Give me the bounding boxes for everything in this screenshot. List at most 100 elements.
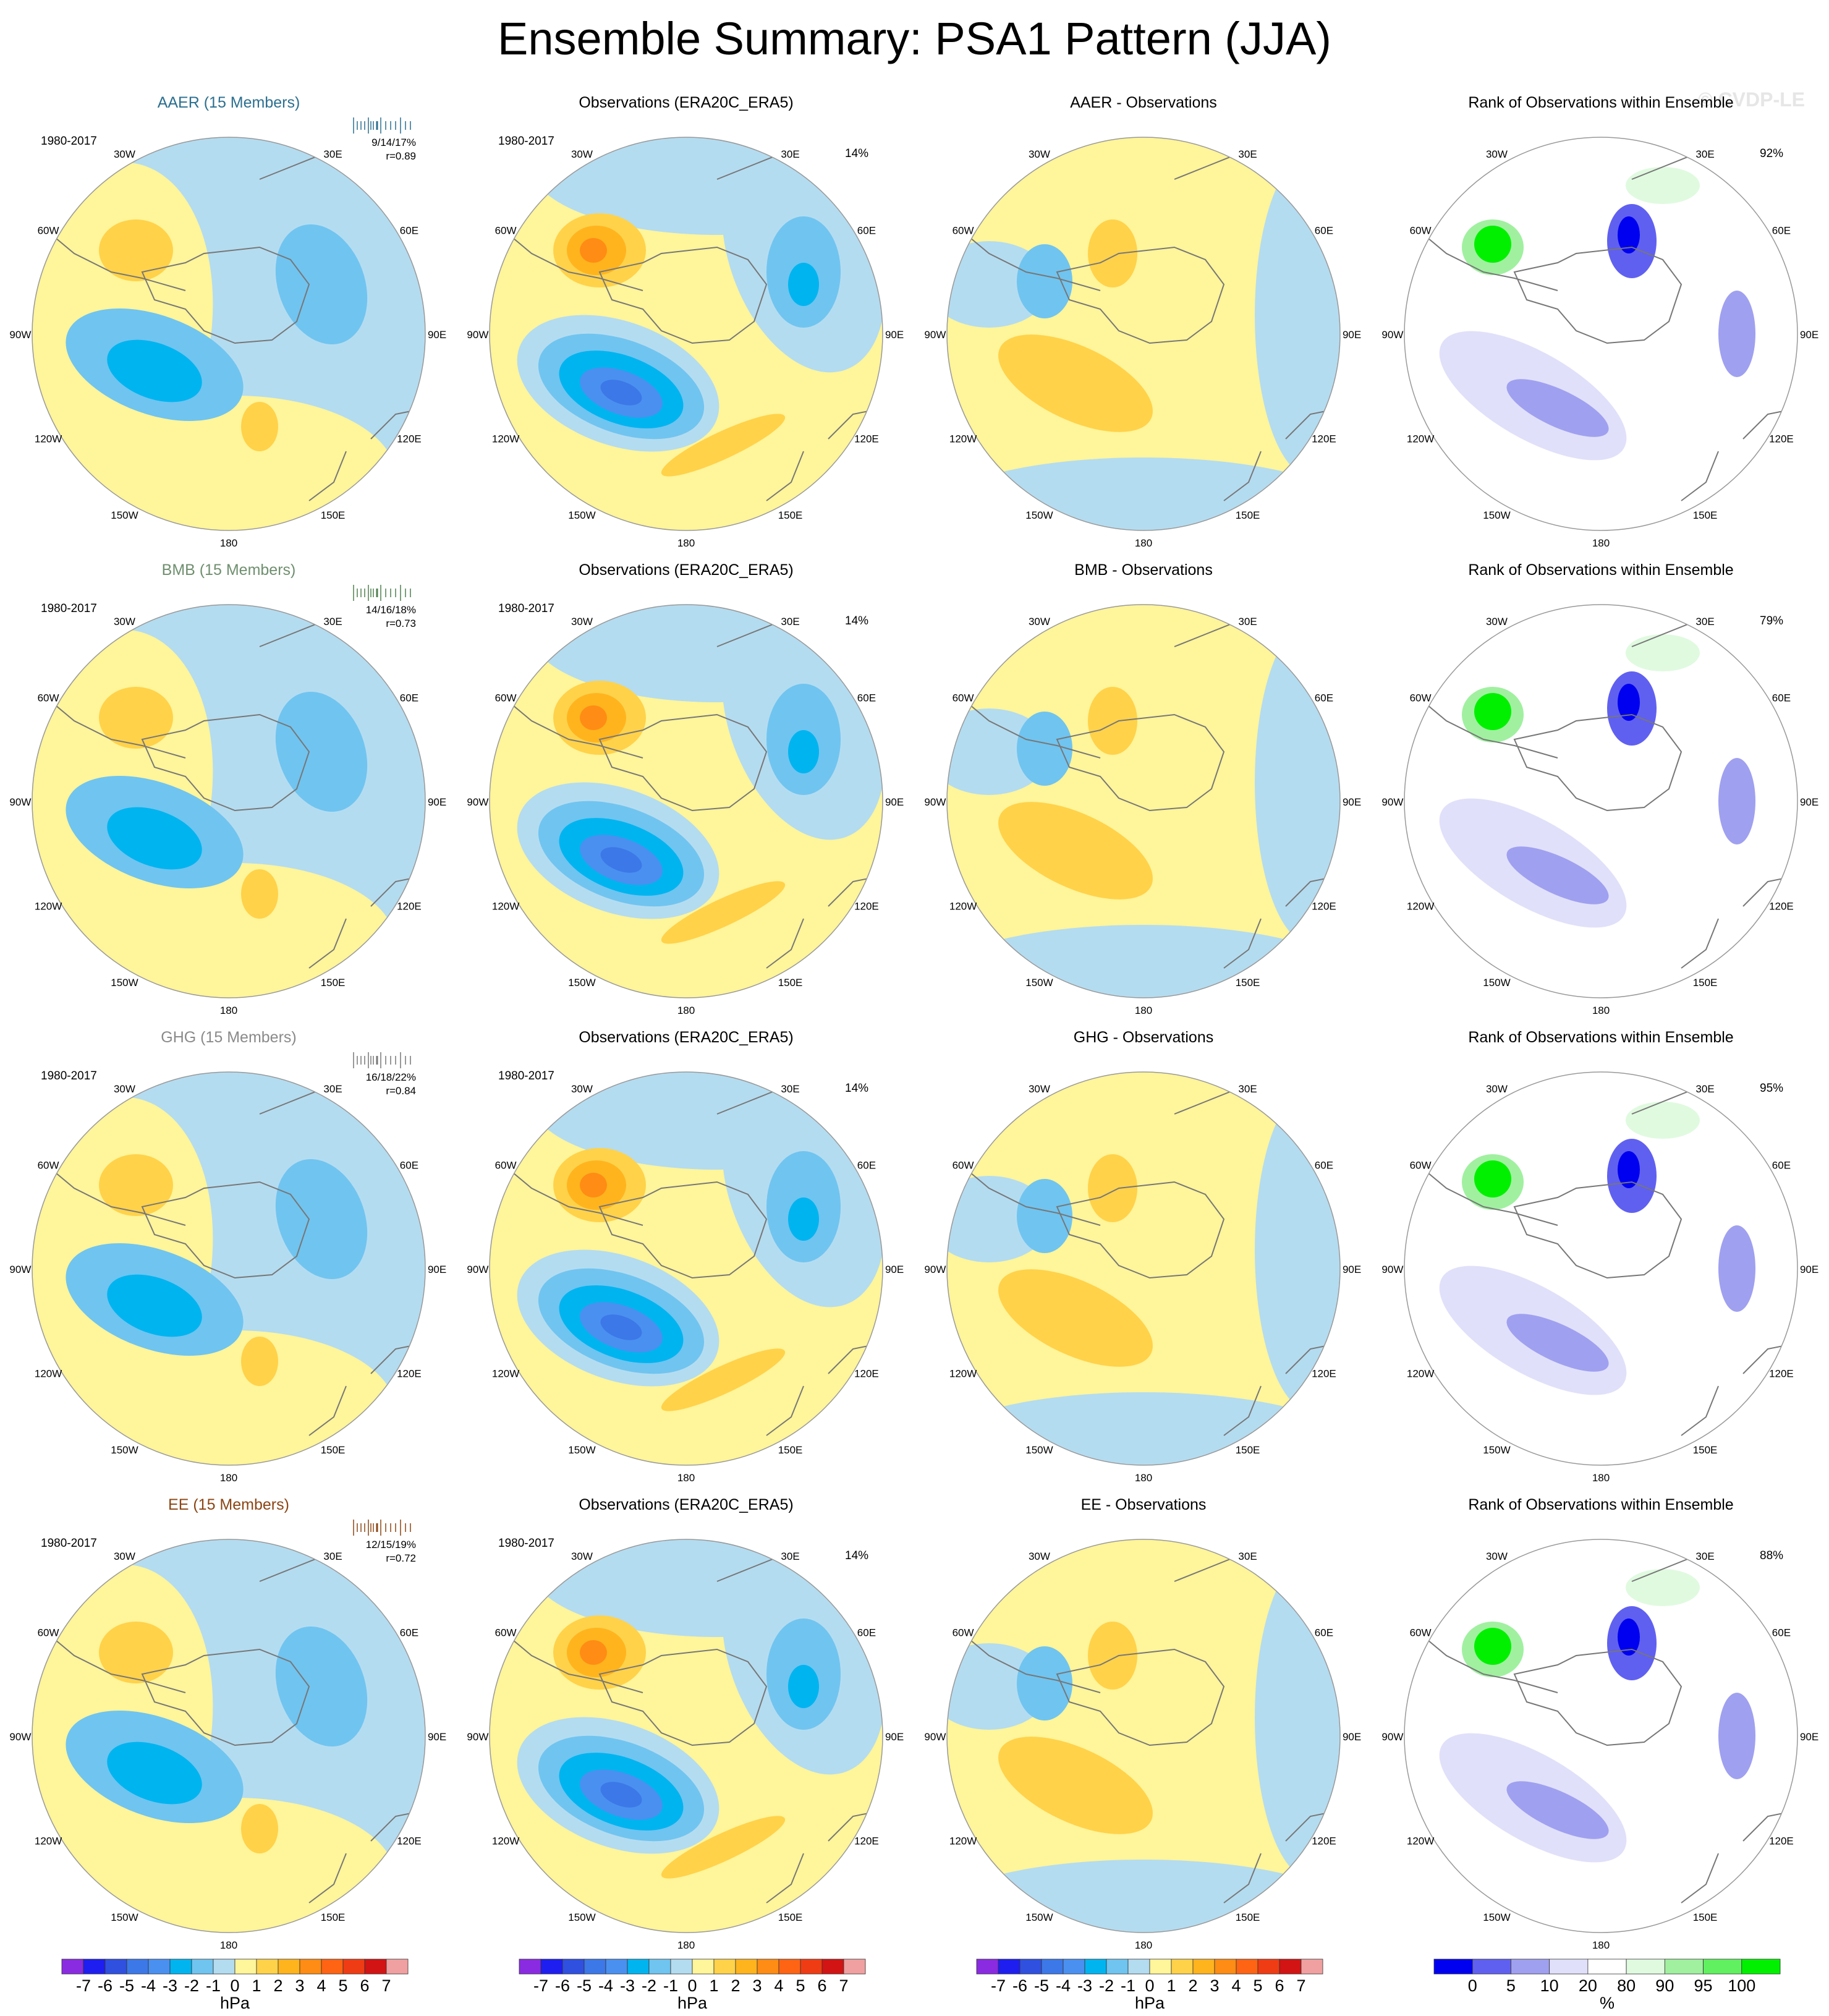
longitude-label: 150W bbox=[1025, 1912, 1053, 1923]
colorbar-swatch bbox=[1041, 1959, 1064, 1975]
diff-blue-east bbox=[1255, 155, 1340, 476]
map-boundary bbox=[946, 1071, 1341, 1466]
diff-low-core bbox=[1017, 244, 1072, 318]
rank-map: 0 30E 60E 90E 120E 150E 180 150W 120W 90W 60W 30W bbox=[1381, 597, 1818, 1016]
longitude-label: 30E bbox=[1695, 1083, 1714, 1095]
longitude-label: 120E bbox=[854, 1835, 879, 1847]
longitude-label: 120W bbox=[1407, 1835, 1434, 1847]
rank-max-west bbox=[1474, 1628, 1511, 1665]
rank-min-core bbox=[1618, 216, 1640, 253]
colorbar-swatch bbox=[821, 1959, 844, 1975]
longitude-label: 120W bbox=[1407, 433, 1434, 445]
colorbar-tick-label: 5 bbox=[796, 1976, 805, 1995]
high-south bbox=[661, 1348, 786, 1411]
longitude-label: 150E bbox=[1693, 509, 1718, 521]
colorbar-swatch bbox=[713, 1959, 736, 1975]
diff-high bbox=[998, 802, 1153, 900]
diff-field bbox=[947, 1539, 1340, 1933]
longitude-label: 120E bbox=[854, 901, 879, 912]
period-label: 1980-2017 bbox=[41, 602, 97, 615]
colorbar-swatch bbox=[976, 1959, 999, 1975]
ens-high-west bbox=[99, 219, 173, 281]
colorbar-tick-label: 0 bbox=[1145, 1976, 1154, 1995]
colorbar-swatch bbox=[191, 1959, 214, 1975]
longitude-label: 90E bbox=[1800, 796, 1818, 808]
south-america-outline bbox=[951, 1624, 1101, 1693]
map-boundary bbox=[489, 1539, 883, 1933]
diff-map: 0 30E 60E 90E 120E 150E 180 150W 120W 90W 60W 30W bbox=[924, 1532, 1361, 1951]
rank-panel: Rank of Observations within Ensemble88%0… bbox=[1372, 1495, 1829, 1965]
colorbar-swatch bbox=[1192, 1959, 1215, 1975]
longitude-label: 90W bbox=[467, 329, 488, 341]
antarctica-outline bbox=[598, 713, 768, 812]
colorbar-tick-label: 2 bbox=[1188, 1976, 1197, 1995]
longitude-label: 0 bbox=[683, 597, 689, 600]
longitude-label: 0 bbox=[1598, 1532, 1603, 1534]
colorbar-tick-label: 95 bbox=[1694, 1976, 1713, 1995]
colorbar-tick-label: -3 bbox=[163, 1976, 177, 1995]
colorbar-swatch bbox=[83, 1959, 106, 1975]
colorbar-tick-label: -1 bbox=[663, 1976, 678, 1995]
longitude-label: 60E bbox=[857, 1159, 876, 1171]
colorbar-swatch bbox=[1279, 1959, 1302, 1975]
colorbar-swatch bbox=[386, 1959, 409, 1975]
ens-map: 0 30E 60E 90E 120E 150E 180 150W 120W 90W 60W 30W bbox=[9, 130, 446, 549]
colorbar-swatch bbox=[1433, 1959, 1473, 1975]
longitude-label: 90W bbox=[924, 1731, 946, 1743]
pct-range: 9/14/17% bbox=[371, 137, 416, 148]
rank-high-north bbox=[1626, 1569, 1700, 1606]
copyright-label: © CVDP-LE bbox=[1698, 88, 1805, 111]
variance-pct: 14% bbox=[845, 147, 869, 160]
rank-max-west bbox=[1474, 693, 1511, 730]
colorbar-tick-label: -4 bbox=[141, 1976, 156, 1995]
longitude-label: 120W bbox=[949, 1368, 977, 1380]
rank-low-patch bbox=[1506, 1314, 1609, 1372]
obs-panel: Observations (ERA20C_ERA5) 1980-2017 14% 0 3… bbox=[457, 1027, 915, 1497]
longitude-label: 60E bbox=[1315, 692, 1333, 704]
rank-low-east bbox=[1718, 758, 1755, 844]
longitude-label: 150W bbox=[111, 977, 138, 989]
longitude-label: 30W bbox=[1486, 148, 1508, 160]
longitude-label: 60W bbox=[953, 224, 974, 236]
map-boundary bbox=[32, 1071, 426, 1466]
colorbar-tick-label: 3 bbox=[295, 1976, 304, 1995]
south-america-outline bbox=[494, 222, 643, 291]
longitude-label: 120E bbox=[397, 1368, 422, 1380]
colorbar-unit: hPa bbox=[677, 1994, 708, 2012]
colorbar-unit: % bbox=[1600, 1994, 1615, 2012]
difference-title: EE - Observations bbox=[1080, 1496, 1207, 1513]
longitude-label: 90E bbox=[1800, 1731, 1818, 1743]
longitude-label: 90E bbox=[1343, 1264, 1361, 1275]
longitude-label: 90W bbox=[467, 1731, 488, 1743]
longitude-label: 150E bbox=[1693, 1912, 1718, 1923]
diff-high bbox=[998, 334, 1153, 432]
colorbar-swatch bbox=[998, 1959, 1021, 1975]
low-east-core2 bbox=[788, 1197, 819, 1241]
longitude-label: 60E bbox=[1315, 1159, 1333, 1171]
ens-low-core bbox=[107, 339, 202, 402]
obs-map: 0 30E 60E 90E 120E 150E 180 150W 120W 90W 60W 30W bbox=[467, 597, 904, 1016]
antarctica-outline bbox=[598, 1648, 768, 1746]
antarctica-outline bbox=[141, 1181, 310, 1279]
longitude-label: 30E bbox=[323, 616, 342, 627]
colorbar-tick-label: 20 bbox=[1579, 1976, 1597, 1995]
longitude-label: 150E bbox=[1236, 509, 1260, 521]
rank-title: Rank of Observations within Ensemble bbox=[1468, 1496, 1734, 1513]
colorbar-tick-label: 6 bbox=[817, 1976, 826, 1995]
map-boundary bbox=[946, 137, 1341, 531]
longitude-label: 150W bbox=[568, 1444, 595, 1456]
colorbar-tick-label: -7 bbox=[533, 1976, 548, 1995]
longitude-label: 150E bbox=[778, 977, 803, 989]
colorbar-swatch bbox=[843, 1959, 866, 1975]
diff-high bbox=[998, 1737, 1153, 1834]
diff-blue-south bbox=[947, 457, 1340, 530]
observations-title: Observations (ERA20C_ERA5) bbox=[579, 1029, 794, 1046]
colorbar-tick-label: 5 bbox=[1253, 1976, 1262, 1995]
map-boundary bbox=[489, 137, 883, 531]
longitude-label: 90E bbox=[428, 1731, 446, 1743]
longitude-label: 150W bbox=[568, 509, 595, 521]
diff-high-north bbox=[1088, 687, 1137, 755]
colorbar-tick-label: 6 bbox=[1275, 1976, 1284, 1995]
colorbar-tick-label: -4 bbox=[1056, 1976, 1071, 1995]
longitude-label: 0 bbox=[1140, 130, 1146, 132]
